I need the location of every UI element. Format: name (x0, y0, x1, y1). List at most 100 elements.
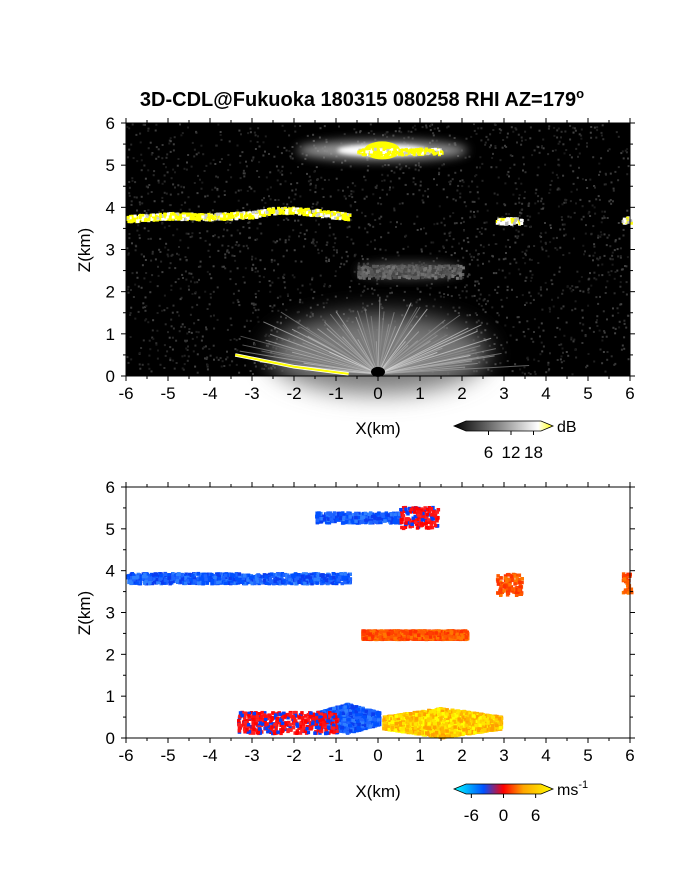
echo-pixel (381, 266, 385, 270)
noise-pixel (128, 186, 131, 189)
noise-pixel (478, 297, 481, 300)
noise-pixel (533, 331, 535, 333)
noise-pixel (258, 145, 261, 148)
noise-pixel (476, 280, 479, 283)
noise-pixel (616, 307, 619, 310)
noise-pixel (593, 360, 596, 363)
noise-pixel (570, 156, 573, 159)
echo-pixel (383, 150, 387, 154)
noise-pixel (622, 228, 625, 231)
echo-pixel (416, 270, 420, 274)
noise-pixel (537, 360, 540, 363)
noise-pixel (199, 260, 202, 263)
noise-pixel (550, 279, 553, 282)
noise-pixel (563, 201, 566, 204)
noise-pixel (142, 302, 145, 305)
noise-pixel (216, 189, 219, 192)
noise-pixel (522, 156, 525, 159)
echo-pixel (370, 273, 374, 277)
noise-pixel (281, 170, 283, 172)
noise-pixel (576, 176, 579, 179)
near-ground-ray (370, 315, 379, 374)
noise-pixel (161, 209, 164, 212)
velocity-pixel (354, 519, 358, 523)
x-tick-label: -5 (160, 384, 175, 403)
noise-pixel (352, 242, 355, 245)
noise-pixel (166, 171, 169, 174)
noise-pixel (128, 233, 131, 235)
noise-pixel (333, 242, 336, 245)
noise-pixel (587, 291, 590, 294)
noise-pixel (343, 133, 346, 136)
velocity-pixel (364, 518, 368, 522)
noise-pixel (282, 202, 285, 205)
velocity-pixel (219, 577, 224, 581)
echo-pixel (277, 207, 280, 211)
echo-pixel (291, 211, 295, 215)
noise-pixel (155, 123, 158, 126)
noise-pixel (388, 188, 391, 191)
noise-pixel (221, 360, 224, 363)
echo-pixel (245, 211, 249, 215)
near-ground-ray (377, 327, 469, 375)
velocity-pixel (410, 524, 415, 528)
noise-pixel (191, 141, 194, 144)
noise-pixel (287, 206, 290, 209)
velocity-pixel (435, 519, 439, 523)
noise-pixel (133, 196, 136, 199)
noise-pixel (469, 210, 472, 213)
noise-pixel (169, 204, 172, 207)
noise-pixel (270, 260, 273, 263)
echo-pixel (309, 213, 313, 217)
noise-pixel (235, 363, 238, 366)
noise-pixel (160, 260, 163, 263)
noise-pixel (168, 225, 171, 227)
noise-pixel (268, 335, 271, 337)
echo-pixel (291, 209, 295, 213)
velocity-pixel (136, 572, 140, 577)
noise-pixel (514, 241, 517, 244)
noise-pixel (246, 320, 249, 322)
noise-pixel (258, 161, 261, 164)
velocity-pixel (328, 512, 333, 516)
echo-pixel (304, 210, 308, 214)
noise-pixel (560, 136, 562, 139)
noise-pixel (615, 131, 618, 134)
noise-pixel (398, 130, 401, 133)
noise-pixel (306, 134, 309, 137)
noise-pixel (144, 123, 146, 126)
noise-pixel (145, 185, 148, 188)
noise-pixel (254, 267, 257, 270)
noise-pixel (165, 166, 167, 169)
noise-pixel (169, 346, 172, 349)
noise-pixel (558, 188, 561, 191)
noise-pixel (548, 306, 551, 309)
velocity-pixel (310, 577, 315, 582)
noise-pixel (276, 296, 279, 299)
noise-pixel (343, 195, 346, 198)
noise-pixel (494, 145, 497, 147)
echo-pixel (302, 213, 306, 216)
noise-pixel (521, 371, 524, 374)
noise-pixel (613, 292, 616, 295)
noise-pixel (380, 215, 383, 218)
noise-pixel (561, 203, 564, 206)
echo-pixel (160, 217, 164, 221)
noise-pixel (416, 215, 419, 218)
noise-pixel (465, 249, 468, 252)
noise-pixel (153, 200, 156, 203)
noise-pixel (168, 266, 171, 269)
noise-pixel (212, 344, 215, 347)
y-tick-label: 1 (106, 325, 115, 344)
x-tick-label: 2 (457, 384, 466, 403)
noise-pixel (293, 198, 296, 201)
noise-pixel (223, 365, 226, 367)
noise-pixel (416, 288, 419, 291)
velocity-pixel (416, 510, 421, 514)
echo-pixel (189, 217, 193, 220)
noise-pixel (565, 351, 568, 353)
echo-pixel (369, 150, 373, 154)
noise-pixel (438, 291, 441, 294)
noise-pixel (468, 263, 471, 266)
noise-pixel (300, 223, 303, 226)
